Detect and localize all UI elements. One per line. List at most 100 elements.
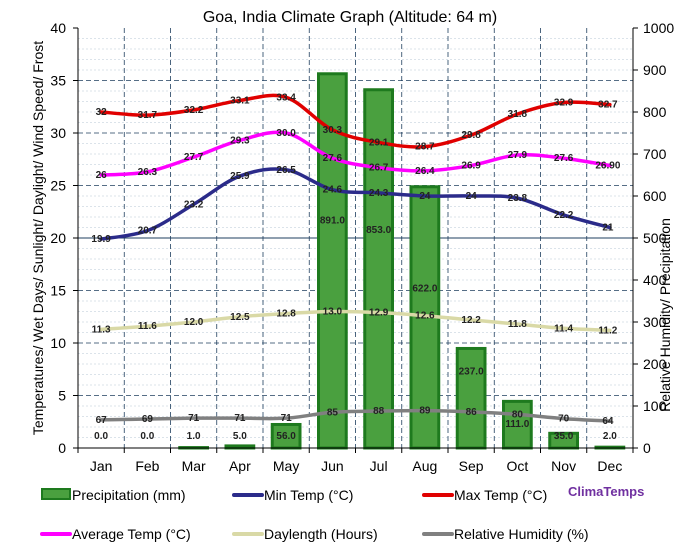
line-average-temp-c — [99, 130, 612, 177]
legend-label: Max Temp (°C) — [454, 487, 547, 503]
line-daylength-hours — [99, 309, 612, 333]
x-tick-label: Feb — [135, 458, 159, 474]
line-data-label: 24.3 — [369, 188, 389, 199]
y-left-tick-label: 5 — [58, 388, 66, 404]
y-right-tick-label: 0 — [643, 440, 651, 456]
y-right-tick-label: 400 — [643, 272, 667, 288]
precipitation-data-label: 35.0 — [554, 431, 574, 442]
line-data-label: 25.9 — [230, 171, 250, 182]
line-data-label: 24 — [419, 191, 431, 202]
line-data-label: 26.9 — [461, 161, 481, 172]
line-data-label: 28.7 — [415, 142, 435, 153]
x-tick-label: Sep — [459, 458, 484, 474]
line-data-label: 12.9 — [369, 308, 389, 319]
line-data-label: 64 — [602, 416, 614, 427]
data-labels: 0.0 0.0 1.0 5.0 56.0 891.0 853.0 622.0 237.0 111.… — [91, 92, 620, 442]
y-right-tick-label: 800 — [643, 104, 667, 120]
x-tick-label: Aug — [412, 458, 437, 474]
brand-label: ClimaTemps — [568, 484, 644, 499]
line-data-label: 19.9 — [91, 234, 111, 245]
precipitation-bar — [363, 88, 394, 450]
y-axis-right-title: Relative Humidity/ Precipitation — [657, 218, 673, 412]
chart-title: Goa, India Climate Graph (Altitude: 64 m… — [203, 9, 497, 26]
precipitation-data-label: 5.0 — [233, 431, 247, 442]
precipitation-data-label: 1.0 — [187, 431, 201, 442]
line-data-label: 13.0 — [323, 307, 343, 318]
line-data-label: 20.7 — [138, 226, 158, 237]
line-data-label: 11.8 — [508, 319, 527, 330]
y-left-tick-label: 35 — [50, 73, 66, 89]
y-left-tick-label: 15 — [50, 283, 66, 299]
y-right-tick-label: 300 — [643, 314, 667, 330]
line-data-label: 26 — [96, 170, 108, 181]
line-data-label: 71 — [281, 413, 293, 424]
line-data-label: 27.6 — [323, 153, 343, 164]
line-data-label: 80 — [512, 409, 524, 420]
legend-label: Min Temp (°C) — [264, 487, 353, 503]
line-data-label: 31.8 — [508, 109, 528, 120]
line-data-label: 24.6 — [323, 185, 343, 196]
precipitation-data-label: 0.0 — [94, 431, 108, 442]
y-left-tick-label: 25 — [50, 178, 66, 194]
line-data-label: 89 — [419, 406, 431, 417]
line-data-label: 32.7 — [598, 100, 618, 111]
line-data-label: 26.7 — [369, 163, 389, 174]
axes: 0510152025303540010020030040050060070080… — [50, 20, 674, 474]
grid — [78, 28, 633, 448]
x-tick-label: Dec — [597, 458, 622, 474]
line-data-label: 26.4 — [415, 166, 435, 177]
line-data-label: 12.2 — [461, 315, 481, 326]
line-data-label: 29.3 — [230, 135, 250, 146]
line-data-label: 33.4 — [276, 92, 296, 103]
x-tick-label: Apr — [229, 458, 251, 474]
line-data-label: 26.90 — [595, 161, 620, 172]
line-data-label: 23.2 — [184, 199, 204, 210]
line-data-label: 26.3 — [138, 167, 158, 178]
precipitation-bar — [317, 72, 348, 450]
y-right-tick-label: 1000 — [643, 20, 674, 36]
x-tick-label: Jul — [370, 458, 388, 474]
line-data-label: 12.6 — [415, 311, 435, 322]
legend-label: Precipitation (mm) — [72, 487, 186, 503]
x-tick-label: Jun — [321, 458, 344, 474]
line-data-label: 32.2 — [184, 105, 204, 116]
precipitation-data-label: 111.0 — [505, 419, 529, 430]
precipitation-data-label: 622.0 — [412, 283, 437, 294]
line-max-temp-c — [99, 93, 612, 149]
line-data-label: 30.3 — [323, 125, 343, 136]
line-data-label: 12.5 — [230, 312, 250, 323]
y-right-tick-label: 500 — [643, 230, 667, 246]
line-min-temp-c — [99, 167, 612, 241]
legend-swatch-bar — [41, 488, 71, 500]
precipitation-data-label: 853.0 — [366, 225, 391, 236]
y-left-tick-label: 0 — [58, 440, 66, 456]
precipitation-data-label: 56.0 — [276, 431, 296, 442]
y-axis-left-title: Temperatures/ Wet Days/ Sunlight/ Daylig… — [30, 41, 46, 435]
line-data-label: 12.8 — [276, 309, 296, 320]
y-right-tick-label: 600 — [643, 188, 667, 204]
x-tick-label: May — [273, 458, 299, 474]
precipitation-data-label: 0.0 — [140, 431, 154, 442]
line-data-label: 21 — [602, 223, 614, 234]
line-data-label: 11.4 — [554, 323, 573, 334]
y-left-tick-label: 20 — [50, 230, 66, 246]
y-left-tick-label: 30 — [50, 125, 66, 141]
line-data-label: 29.1 — [369, 137, 389, 148]
line-data-label: 11.2 — [598, 325, 617, 336]
line-data-label: 31.7 — [138, 110, 158, 121]
line-data-label: 86 — [466, 407, 478, 418]
line-data-label: 27.9 — [508, 150, 528, 161]
x-tick-label: Jan — [90, 458, 113, 474]
y-left-tick-label: 10 — [50, 335, 66, 351]
line-data-label: 24 — [466, 191, 478, 202]
line-data-label: 33.1 — [230, 95, 250, 106]
y-right-tick-label: 100 — [643, 398, 667, 414]
line-data-label: 85 — [327, 407, 339, 418]
series-lines — [99, 93, 612, 423]
line-data-label: 27.6 — [554, 153, 574, 164]
line-data-label: 22.2 — [554, 210, 574, 221]
line-data-label: 32 — [96, 107, 108, 118]
line-data-label: 27.7 — [184, 152, 204, 163]
line-data-label: 23.8 — [508, 193, 528, 204]
